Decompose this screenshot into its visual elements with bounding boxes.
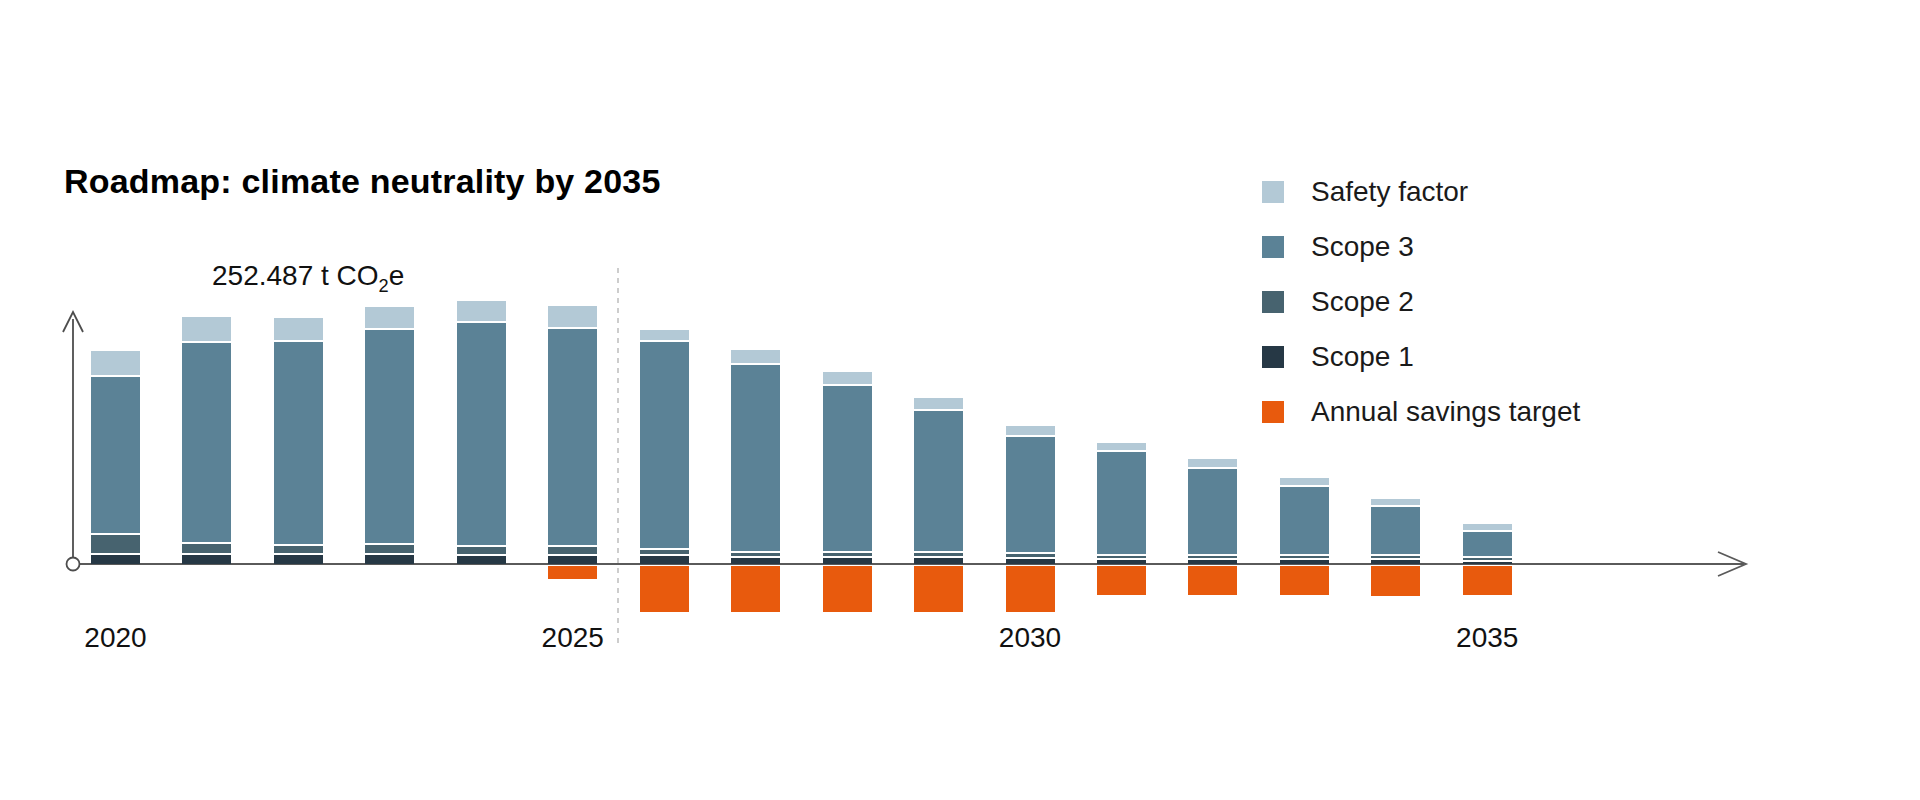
x-tick-label-2030: 2030 — [999, 622, 1061, 654]
legend-label: Annual savings target — [1311, 396, 1580, 428]
legend-swatch-icon — [1262, 291, 1284, 313]
x-tick-label-2035: 2035 — [1456, 622, 1518, 654]
legend-swatch-icon — [1262, 181, 1284, 203]
legend-swatch-icon — [1262, 401, 1284, 423]
chart-canvas: Roadmap: climate neutrality by 2035 252.… — [0, 0, 1920, 800]
legend-item-annual-savings-target: Annual savings target — [1262, 396, 1580, 428]
legend-label: Scope 2 — [1311, 286, 1414, 318]
legend-label: Scope 3 — [1311, 231, 1414, 263]
legend-swatch-icon — [1262, 346, 1284, 368]
legend-item-scope-1: Scope 1 — [1262, 341, 1580, 373]
legend: Safety factor Scope 3 Scope 2 Scope 1 Annual… — [1262, 176, 1580, 428]
legend-item-scope-2: Scope 2 — [1262, 286, 1580, 318]
legend-item-safety-factor: Safety factor — [1262, 176, 1580, 208]
x-tick-label-2020: 2020 — [84, 622, 146, 654]
legend-label: Scope 1 — [1311, 341, 1414, 373]
x-axis-labels: 2020 2025 2030 2035 — [0, 0, 1920, 800]
x-tick-label-2025: 2025 — [542, 622, 604, 654]
legend-swatch-icon — [1262, 236, 1284, 258]
legend-item-scope-3: Scope 3 — [1262, 231, 1580, 263]
legend-label: Safety factor — [1311, 176, 1468, 208]
